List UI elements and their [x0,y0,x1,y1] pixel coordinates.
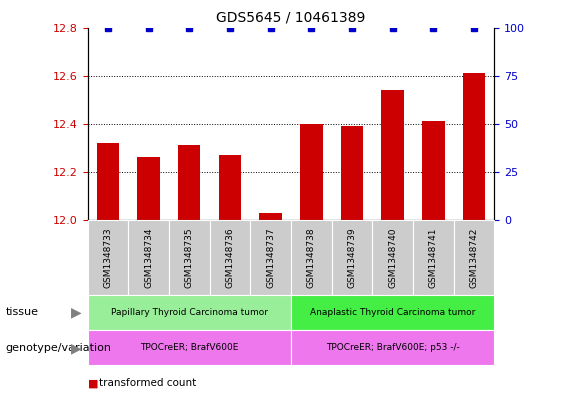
Text: ▶: ▶ [71,341,81,355]
Text: genotype/variation: genotype/variation [6,343,112,353]
Text: GSM1348742: GSM1348742 [470,227,479,288]
Bar [137,158,160,220]
Text: GSM1348740: GSM1348740 [388,227,397,288]
Bar [300,124,323,220]
Text: TPOCreER; BrafV600E; p53 -/-: TPOCreER; BrafV600E; p53 -/- [326,343,459,352]
Bar [97,143,119,220]
Bar [259,213,282,220]
Text: GSM1348736: GSM1348736 [225,227,234,288]
Text: Papillary Thyroid Carcinoma tumor: Papillary Thyroid Carcinoma tumor [111,308,268,317]
Text: TPOCreER; BrafV600E: TPOCreER; BrafV600E [140,343,238,352]
Text: GSM1348737: GSM1348737 [266,227,275,288]
Bar [341,126,363,220]
Title: GDS5645 / 10461389: GDS5645 / 10461389 [216,11,366,25]
Bar [381,90,404,220]
Text: GSM1348735: GSM1348735 [185,227,194,288]
Text: GSM1348734: GSM1348734 [144,227,153,288]
Text: transformed count: transformed count [99,378,196,388]
Bar [463,73,485,220]
Text: GSM1348738: GSM1348738 [307,227,316,288]
Text: ▶: ▶ [71,305,81,320]
Text: tissue: tissue [6,307,38,318]
Text: ■: ■ [88,378,98,388]
Text: GSM1348741: GSM1348741 [429,227,438,288]
Bar [422,121,445,220]
Bar [219,155,241,220]
Text: GSM1348733: GSM1348733 [103,227,112,288]
Text: Anaplastic Thyroid Carcinoma tumor: Anaplastic Thyroid Carcinoma tumor [310,308,475,317]
Text: GSM1348739: GSM1348739 [347,227,357,288]
Bar [178,145,201,220]
